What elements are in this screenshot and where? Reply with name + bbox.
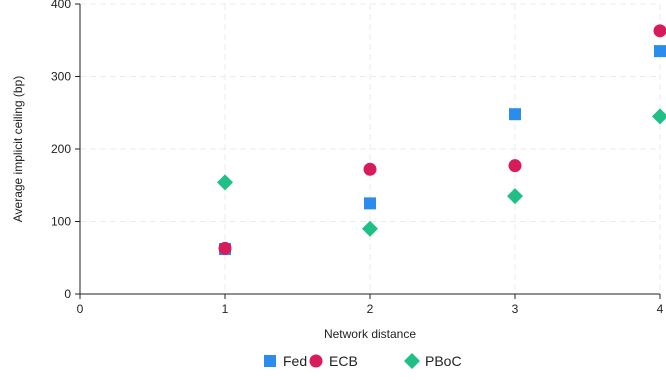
y-tick-label: 100 (51, 215, 71, 229)
legend-label-pboc: PBoC (425, 353, 462, 369)
ecb-point (653, 24, 666, 38)
pboc-point (652, 108, 666, 125)
fed-point (509, 108, 521, 121)
pboc-point (507, 188, 523, 205)
fed-point (364, 197, 376, 210)
x-tick-label: 3 (512, 302, 519, 316)
x-tick-label: 1 (222, 302, 229, 316)
y-tick-label: 200 (51, 142, 71, 156)
fed-point (654, 45, 666, 58)
x-tick-label: 4 (657, 302, 664, 316)
y-tick-label: 0 (64, 287, 71, 301)
x-tick-label: 2 (367, 302, 374, 316)
legend-marker-fed (264, 355, 276, 367)
y-tick-label: 400 (51, 0, 71, 11)
ecb-point (218, 241, 232, 255)
x-axis-label: Network distance (324, 327, 416, 341)
legend-label-ecb: ECB (329, 353, 358, 369)
legend-marker-pboc (404, 353, 420, 369)
legend-marker-ecb (309, 354, 323, 368)
legend: Fed ECB PBoC (264, 353, 462, 369)
pboc-point (362, 220, 378, 237)
legend-label-fed: Fed (283, 353, 307, 369)
pboc-point (217, 174, 233, 191)
ecb-point (363, 162, 377, 176)
x-tick-label: 0 (77, 302, 84, 316)
tick-labels: 0 100 200 300 400 0 1 2 3 4 (51, 0, 664, 316)
y-axis-label: Average implicit ceiling (bp) (11, 76, 25, 223)
ecb-point (508, 159, 522, 173)
data-points (217, 24, 666, 256)
grid (79, 3, 661, 295)
y-tick-label: 300 (51, 70, 71, 84)
axes (75, 3, 661, 299)
